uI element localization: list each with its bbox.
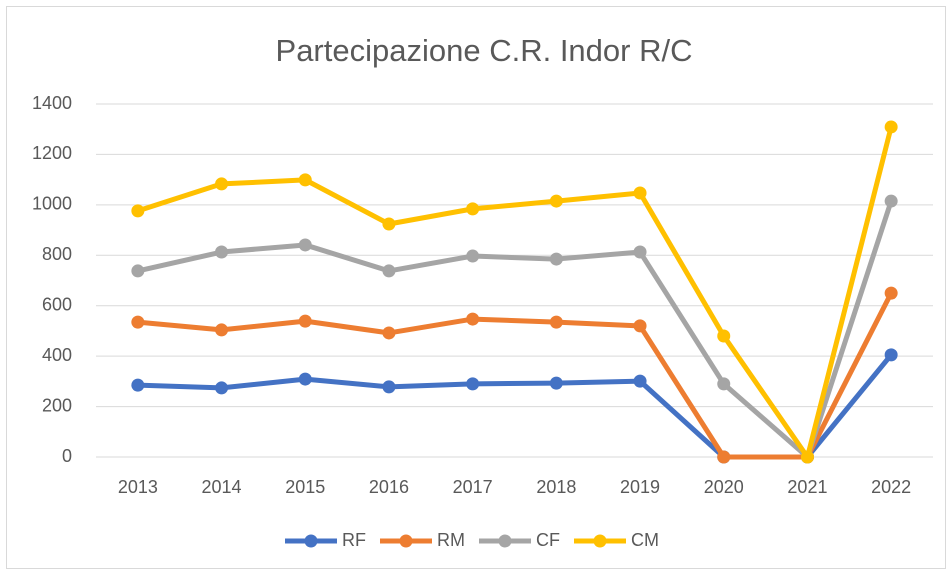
- data-point: [466, 377, 480, 391]
- data-point: [215, 177, 229, 191]
- chart-frame: [6, 6, 946, 569]
- y-tick-label: 800: [42, 244, 72, 264]
- y-tick-label: 1200: [32, 143, 72, 163]
- data-point: [549, 315, 563, 329]
- y-tick-label: 1400: [32, 93, 72, 113]
- y-tick-label: 600: [42, 294, 72, 314]
- series-line: [137, 291, 894, 460]
- data-point: [633, 374, 647, 388]
- legend-label: RM: [437, 530, 465, 550]
- y-tick-label: 400: [42, 345, 72, 365]
- legend-marker: [304, 534, 318, 548]
- data-point: [800, 450, 814, 464]
- legend-marker: [593, 534, 607, 548]
- data-point: [717, 450, 731, 464]
- data-point: [215, 245, 229, 259]
- legend-marker: [399, 534, 413, 548]
- data-point: [884, 348, 898, 362]
- data-point: [717, 329, 731, 343]
- x-tick-label: 2020: [704, 477, 744, 497]
- y-tick-label: 1000: [32, 194, 72, 214]
- data-point: [884, 120, 898, 134]
- data-point: [633, 186, 647, 200]
- data-point: [382, 217, 396, 231]
- data-point: [466, 312, 480, 326]
- series-line: [137, 126, 894, 460]
- series-line: [137, 200, 894, 460]
- data-point: [131, 204, 145, 218]
- legend-label: CM: [631, 530, 659, 550]
- data-point: [382, 326, 396, 340]
- data-point: [466, 202, 480, 216]
- legend-label: CF: [536, 530, 560, 550]
- x-tick-label: 2013: [118, 477, 158, 497]
- data-point: [549, 194, 563, 208]
- data-point: [298, 372, 312, 386]
- x-tick-label: 2017: [453, 477, 493, 497]
- data-point: [549, 376, 563, 390]
- data-point: [131, 264, 145, 278]
- data-point: [549, 252, 563, 266]
- data-point: [298, 173, 312, 187]
- x-tick-label: 2015: [285, 477, 325, 497]
- data-point: [298, 314, 312, 328]
- data-point: [717, 377, 731, 391]
- legend-marker: [498, 534, 512, 548]
- data-point: [298, 238, 312, 252]
- legend-label: RF: [342, 530, 366, 550]
- data-point: [215, 323, 229, 337]
- data-point: [884, 194, 898, 208]
- data-point: [633, 245, 647, 259]
- data-point: [215, 381, 229, 395]
- y-tick-label: 0: [62, 446, 72, 466]
- data-point: [633, 319, 647, 333]
- data-point: [131, 315, 145, 329]
- data-point: [131, 378, 145, 392]
- data-point: [382, 264, 396, 278]
- x-tick-label: 2018: [536, 477, 576, 497]
- x-tick-label: 2019: [620, 477, 660, 497]
- data-point: [382, 380, 396, 394]
- data-point: [466, 249, 480, 263]
- x-tick-label: 2016: [369, 477, 409, 497]
- x-tick-label: 2022: [871, 477, 911, 497]
- x-tick-label: 2014: [202, 477, 242, 497]
- y-tick-label: 200: [42, 395, 72, 415]
- chart-title: Partecipazione C.R. Indor R/C: [276, 33, 693, 68]
- x-tick-label: 2021: [787, 477, 827, 497]
- data-point: [884, 286, 898, 300]
